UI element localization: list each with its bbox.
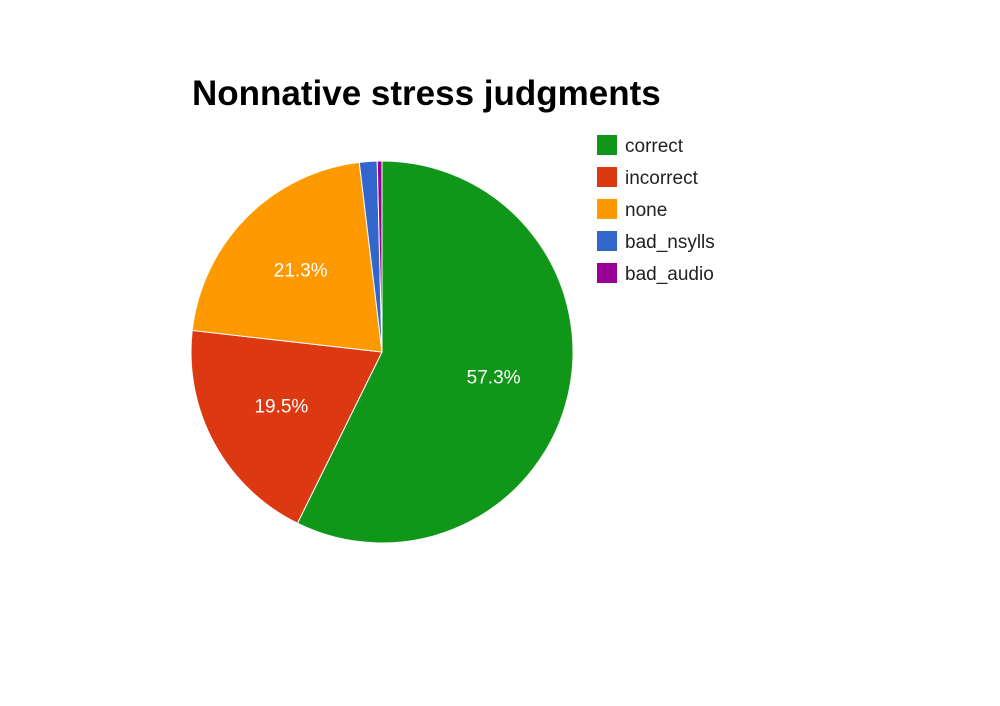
slice-label-correct: 57.3% — [467, 368, 521, 389]
chart-title: Nonnative stress judgments — [192, 74, 661, 113]
legend-swatch-incorrect — [597, 167, 617, 187]
legend-swatch-none — [597, 199, 617, 219]
pie-slice-bad-audio — [376, 160, 383, 353]
pie-slice-correct — [296, 160, 574, 544]
legend-swatch-bad-audio — [597, 263, 617, 283]
legend-label-correct: correct — [625, 136, 684, 157]
slice-label-none: 21.3% — [274, 261, 328, 282]
pie-slice-none — [191, 161, 383, 353]
legend: correct incorrect none bad_nsylls bad_audio — [597, 135, 715, 285]
slice-label-incorrect: 19.5% — [254, 396, 308, 417]
legend-swatch-bad-nsylls — [597, 231, 617, 251]
legend-label-none: none — [625, 200, 667, 221]
legend-label-bad-audio: bad_audio — [625, 264, 714, 285]
slice-labels: 57.3% 19.5% 21.3% — [254, 261, 520, 418]
pie-slices — [190, 160, 574, 544]
legend-label-incorrect: incorrect — [625, 168, 699, 189]
pie-slice-incorrect — [190, 329, 383, 524]
legend-swatch-correct — [597, 135, 617, 155]
legend-label-bad-nsylls: bad_nsylls — [625, 232, 715, 253]
